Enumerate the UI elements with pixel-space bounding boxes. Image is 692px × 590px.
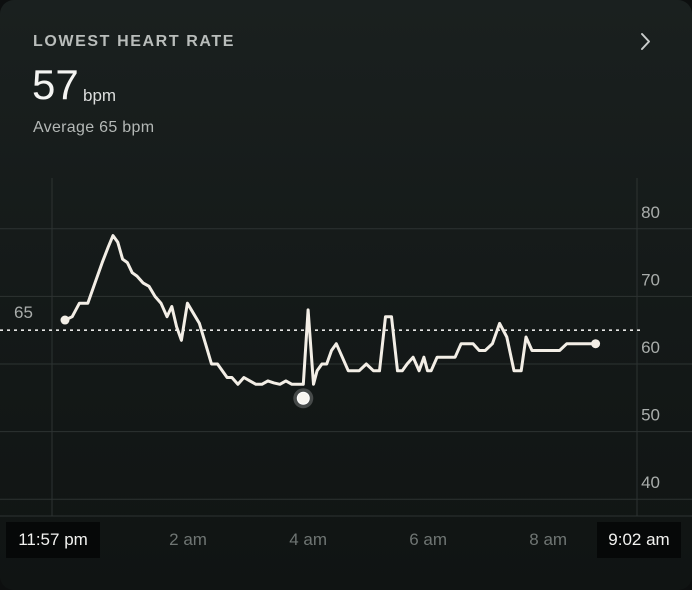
heart-rate-line (63, 234, 598, 386)
x-axis-end-label: 9:02 am (597, 522, 681, 558)
x-tick-label-4-am: 4 am (289, 530, 327, 549)
series-start-point (60, 315, 70, 325)
x-tick-label-8-am: 8 am (529, 530, 567, 549)
y-tick-label-40: 40 (641, 473, 660, 492)
average-heart-rate-text: Average 65 bpm (33, 119, 155, 136)
x-axis-start-label: 11:57 pm (6, 522, 100, 558)
chart-grid (0, 178, 692, 517)
y-tick-label-70: 70 (641, 270, 660, 289)
average-line-label: 65 (14, 303, 33, 322)
y-tick-label-50: 50 (641, 406, 660, 425)
x-tick-label-6-am: 6 am (409, 530, 447, 549)
y-tick-label-80: 80 (641, 203, 660, 222)
lowest-heart-rate-unit: bpm (83, 86, 117, 105)
y-axis-tick-labels: 80 70 60 50 40 (641, 203, 660, 492)
series-end-point (591, 339, 601, 349)
lowest-heart-rate-value: 57 (32, 61, 79, 108)
chevron-right-icon-svg (641, 33, 650, 50)
x-axis-tick-labels: 2 am 4 am 6 am 8 am (169, 530, 567, 549)
y-tick-label-60: 60 (641, 338, 660, 357)
chevron-right-icon[interactable] (634, 30, 658, 54)
lowest-point-marker[interactable] (296, 391, 310, 405)
card-title: LOWEST HEART RATE (33, 33, 236, 50)
x-tick-label-2-am: 2 am (169, 530, 207, 549)
